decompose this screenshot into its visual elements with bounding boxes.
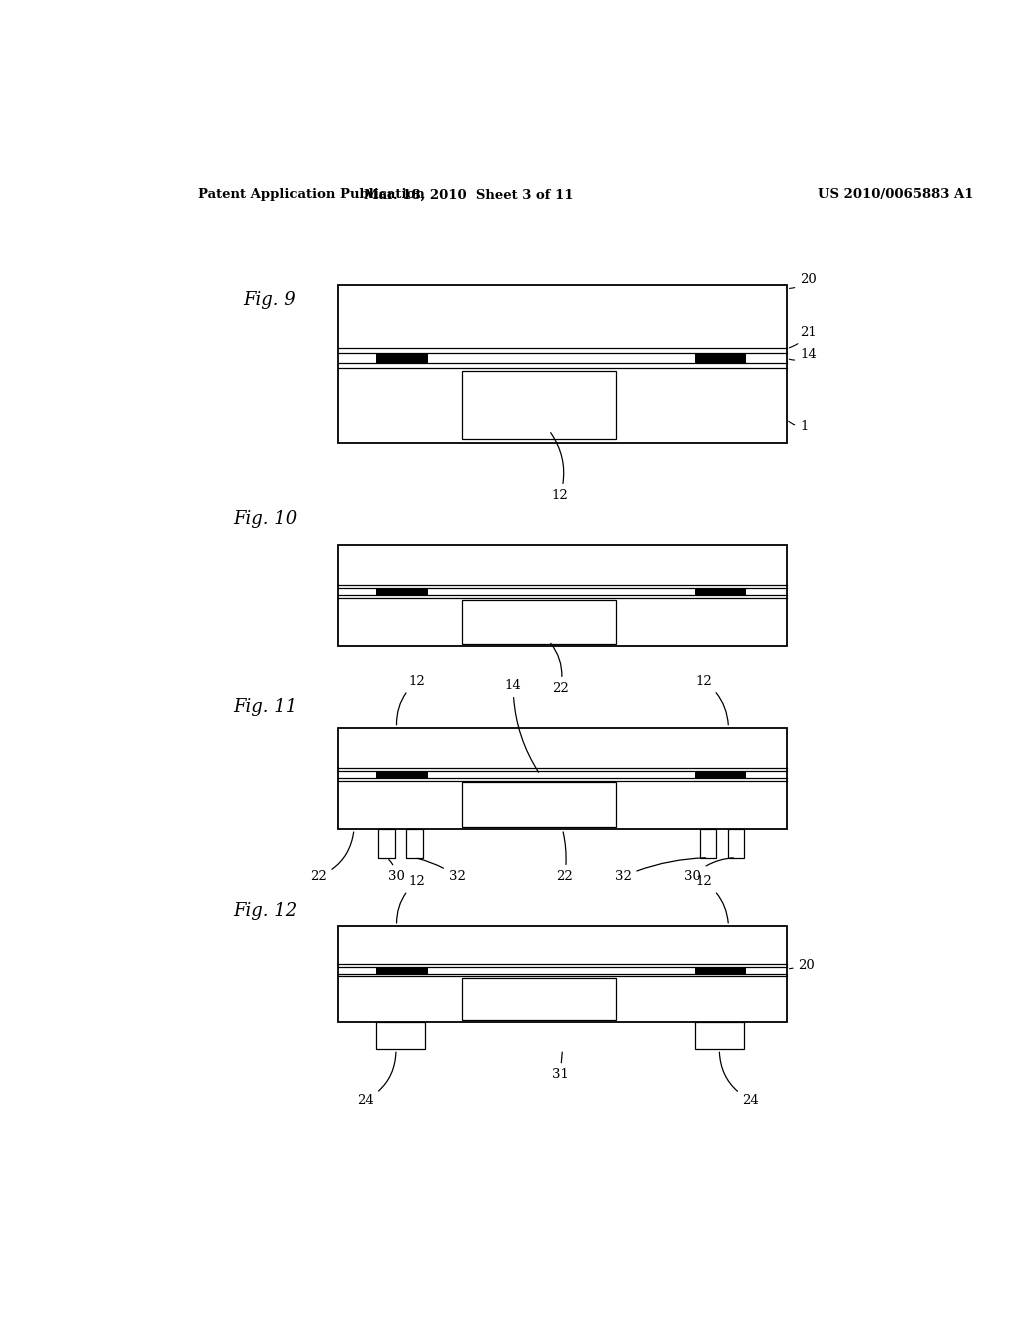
Bar [694,1022,743,1049]
Text: 14: 14 [505,678,539,772]
Text: 30: 30 [684,858,733,883]
Text: Fig. 12: Fig. 12 [233,902,298,920]
Bar [379,829,395,858]
Text: 24: 24 [719,1052,759,1106]
Bar [377,771,428,777]
Bar [700,829,717,858]
Bar [338,925,786,1022]
Text: Fig. 9: Fig. 9 [243,290,296,309]
Text: US 2010/0065883 A1: US 2010/0065883 A1 [818,189,974,202]
Text: 22: 22 [556,832,573,883]
Bar [338,727,786,829]
Bar [377,968,428,974]
Bar [694,968,746,974]
Text: 22: 22 [551,643,568,696]
Text: 30: 30 [388,859,406,883]
Text: Fig. 11: Fig. 11 [233,698,298,717]
Bar [694,589,746,595]
Text: 12: 12 [551,433,568,502]
Bar [407,829,423,858]
Text: 32: 32 [614,858,706,883]
Text: Patent Application Publication: Patent Application Publication [198,189,425,202]
Text: 12: 12 [695,675,728,725]
Bar [694,771,746,777]
Text: Fig. 10: Fig. 10 [233,511,298,528]
Text: 20: 20 [790,960,815,973]
Text: 31: 31 [552,1052,568,1081]
Bar [462,599,616,644]
Bar [728,829,744,858]
Bar [694,354,746,363]
Bar [377,1022,425,1049]
Text: Mar. 18, 2010  Sheet 3 of 11: Mar. 18, 2010 Sheet 3 of 11 [365,189,574,202]
Text: 21: 21 [790,326,817,347]
Bar [462,371,616,440]
Text: 24: 24 [356,1052,396,1106]
Text: 22: 22 [310,832,353,883]
Text: 12: 12 [396,675,425,725]
Text: 14: 14 [790,348,817,362]
Text: 12: 12 [396,875,425,923]
Bar [462,978,616,1020]
Text: 20: 20 [790,273,817,288]
Bar [338,285,786,444]
Text: 32: 32 [417,858,466,883]
Text: 12: 12 [695,875,728,923]
Bar [338,545,786,647]
Bar [377,354,428,363]
Bar [462,783,616,826]
Text: 1: 1 [788,420,809,433]
Bar [377,589,428,595]
